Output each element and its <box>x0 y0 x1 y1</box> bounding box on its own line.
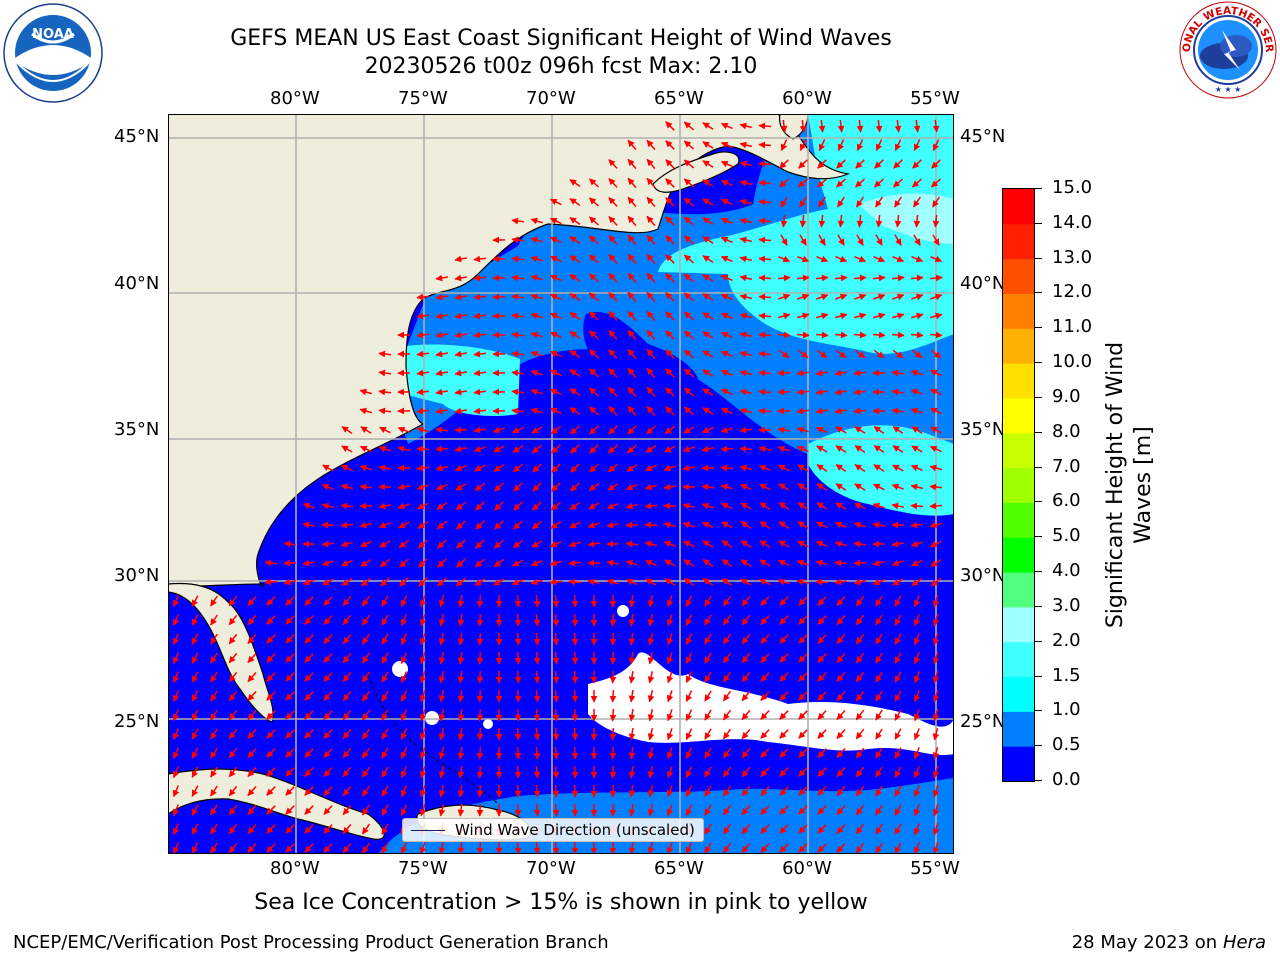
colorbar-segment-7 <box>1003 502 1034 538</box>
lon-tick-top-5: 55°W <box>910 88 960 109</box>
map-gridlines <box>168 114 954 854</box>
colorbar-segment-4 <box>1003 606 1034 643</box>
noaa-logo-text: NOAA <box>32 27 74 42</box>
lon-tick-bottom-4: 60°W <box>782 858 832 879</box>
lat-tick-right-3: 30°N <box>960 565 1006 587</box>
lat-tick-right-4: 25°N <box>960 711 1006 733</box>
colorbar-segment-0 <box>1003 746 1034 781</box>
colorbar-tick-0: 15.0 <box>1052 177 1093 198</box>
lon-tick-top-0: 80°W <box>270 88 320 109</box>
map-legend: Wind Wave Direction (unscaled) <box>402 818 704 842</box>
colorbar-tick-3: 12.0 <box>1052 281 1093 303</box>
colorbar-segment-16 <box>1003 189 1034 225</box>
lat-tick-left-3: 30°N <box>114 565 160 587</box>
colorbar-tick-7: 8.0 <box>1052 420 1081 442</box>
colorbar-segment-2 <box>1003 676 1034 712</box>
legend-line-swatch <box>411 829 445 831</box>
lon-tick-bottom-3: 65°W <box>654 858 704 879</box>
colorbar-label: Significant Height of Wind Waves [m] <box>1103 341 1156 629</box>
colorbar-segment-6 <box>1003 537 1034 573</box>
footer-host: Hera <box>1222 932 1266 953</box>
svg-text:★ ★ ★: ★ ★ ★ <box>1215 85 1242 94</box>
colorbar-segment-11 <box>1003 363 1034 399</box>
lat-tick-left-1: 40°N <box>114 272 160 294</box>
land-florida <box>168 582 274 723</box>
lon-tick-bottom-5: 55°W <box>910 858 960 879</box>
colorbar-segment-1 <box>1003 711 1034 747</box>
colorbar-segment-14 <box>1003 258 1034 294</box>
wave-height-map <box>168 114 954 854</box>
chart-title: GEFS MEAN US East Coast Significant Heig… <box>230 26 892 51</box>
colorbar-segment-15 <box>1003 223 1034 260</box>
colorbar-tick-16: 0.5 <box>1052 734 1081 756</box>
colorbar-tick-1: 14.0 <box>1052 211 1093 233</box>
colorbar <box>1002 188 1035 782</box>
wave-region-1.5-2m <box>858 193 954 244</box>
colorbar-segment-5 <box>1003 572 1034 608</box>
lon-tick-bottom-2: 70°W <box>526 858 576 879</box>
lat-tick-left-0: 45°N <box>114 126 160 148</box>
colorbar-tick-2: 13.0 <box>1052 246 1093 268</box>
colorbar-tick-12: 3.0 <box>1052 594 1081 616</box>
colorbar-tick-13: 2.0 <box>1052 629 1081 651</box>
colorbar-tick-11: 4.0 <box>1052 560 1081 582</box>
colorbar-tick-5: 10.0 <box>1052 351 1093 373</box>
colorbar-tick-6: 9.0 <box>1052 385 1081 407</box>
colorbar-segment-10 <box>1003 397 1034 434</box>
lon-tick-top-1: 75°W <box>398 88 448 109</box>
wave-region-1-1.5m-mid <box>403 344 520 416</box>
footer-date: 28 May 2023 on Hera <box>1072 932 1266 953</box>
legend-label: Wind Wave Direction (unscaled) <box>455 821 695 839</box>
land-north-america <box>168 114 851 587</box>
colorbar-tick-9: 6.0 <box>1052 490 1081 512</box>
noaa-logo-icon: NOAA <box>3 3 103 103</box>
lat-tick-right-0: 45°N <box>960 126 1006 148</box>
colorbar-tick-10: 5.0 <box>1052 525 1081 547</box>
colorbar-tick-14: 1.5 <box>1052 664 1081 686</box>
sea-ice-note: Sea Ice Concentration > 15% is shown in … <box>254 890 868 915</box>
colorbar-segment-8 <box>1003 467 1034 503</box>
colorbar-segment-3 <box>1003 641 1034 678</box>
footer-credit: NCEP/EMC/Verification Post Processing Pr… <box>13 932 609 953</box>
lat-tick-left-2: 35°N <box>114 418 160 440</box>
lon-tick-top-2: 70°W <box>526 88 576 109</box>
colorbar-tick-8: 7.0 <box>1052 455 1081 477</box>
footer-date-text: 28 May 2023 on <box>1071 932 1218 953</box>
colorbar-tick-17: 0.0 <box>1052 769 1081 790</box>
chart-subtitle-forecast: 20230526 t00z 096h fcst Max: 2.10 <box>364 54 758 79</box>
colorbar-segment-13 <box>1003 293 1034 329</box>
colorbar-tick-15: 1.0 <box>1052 699 1081 721</box>
lon-tick-top-4: 60°W <box>782 88 832 109</box>
colorbar-tick-4: 11.0 <box>1052 316 1093 338</box>
wind-wave-direction-arrows <box>172 119 943 854</box>
lat-tick-left-4: 25°N <box>114 711 160 733</box>
colorbar-segment-9 <box>1003 432 1034 469</box>
lon-tick-top-3: 65°W <box>654 88 704 109</box>
lat-tick-right-1: 40°N <box>960 272 1006 294</box>
nws-logo-icon: NATIONAL WEATHER SERVICE ★ ★ ★ <box>1178 0 1277 99</box>
colorbar-segment-12 <box>1003 328 1034 364</box>
lat-tick-right-2: 35°N <box>960 418 1006 440</box>
lon-tick-bottom-0: 80°W <box>270 858 320 879</box>
lon-tick-bottom-1: 75°W <box>398 858 448 879</box>
land-cuba <box>168 768 385 840</box>
